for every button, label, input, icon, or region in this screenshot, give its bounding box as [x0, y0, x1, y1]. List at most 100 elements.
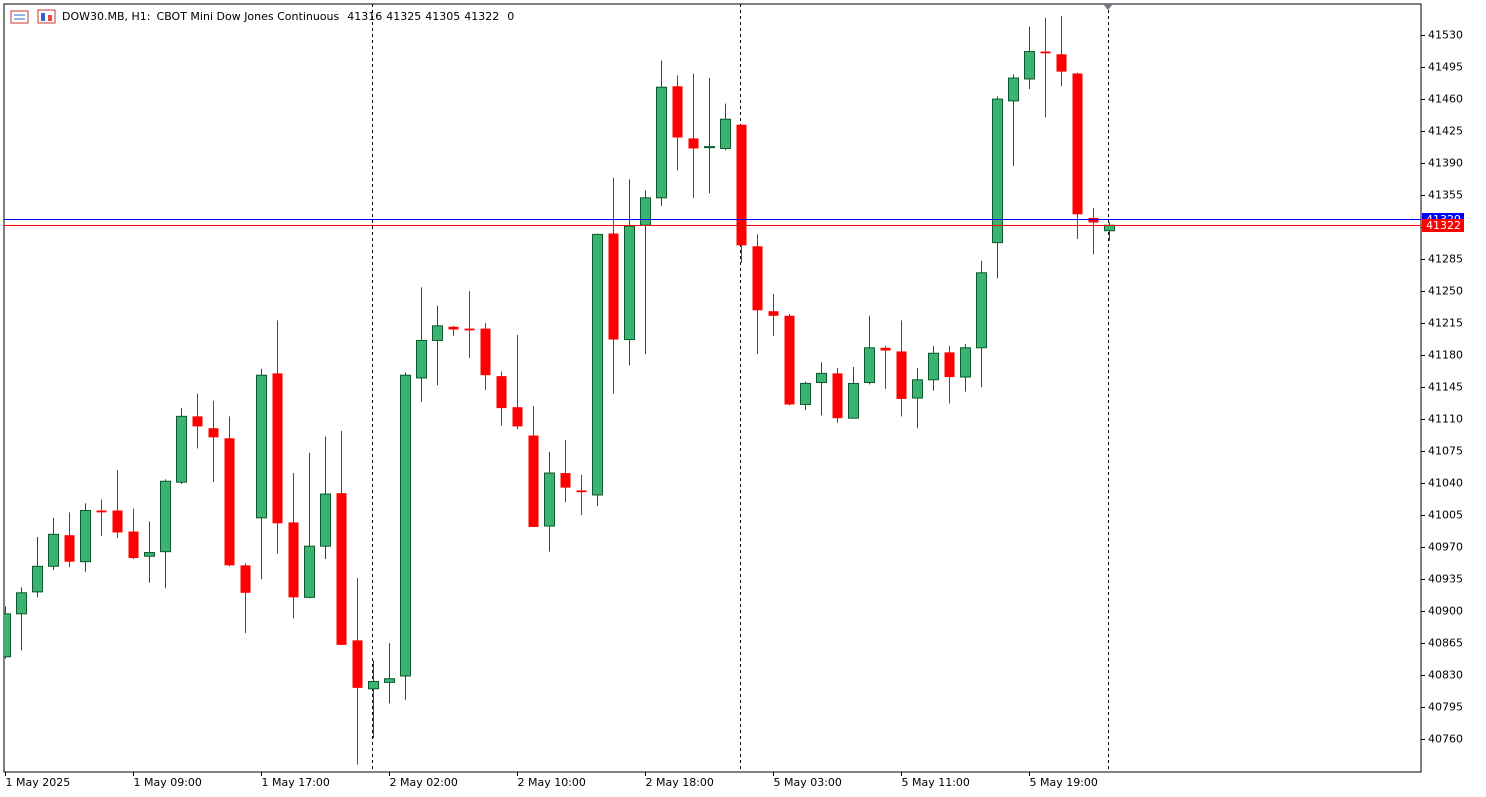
y-tick-label: 41145 — [1428, 381, 1463, 394]
chart-icon — [41, 13, 45, 21]
chart-icon — [37, 9, 56, 24]
y-tick-label: 40935 — [1428, 573, 1463, 586]
candle-body — [1056, 54, 1067, 72]
y-tick-label: 40760 — [1428, 733, 1463, 746]
menu-icon — [10, 10, 29, 24]
candle-body — [160, 480, 171, 553]
y-tick-label: 41110 — [1428, 413, 1463, 426]
candle-body — [432, 325, 443, 341]
candle-body — [848, 382, 859, 419]
y-tick-label: 40795 — [1428, 701, 1463, 714]
x-tick-label: 1 May 2025 — [6, 776, 71, 789]
candle-body — [16, 592, 27, 615]
y-tick-label: 40865 — [1428, 637, 1463, 650]
candle-body — [240, 565, 251, 593]
candle-body — [608, 233, 619, 340]
candle-body — [688, 138, 699, 149]
candle-body — [1024, 51, 1035, 80]
x-tick-label: 5 May 11:00 — [902, 776, 970, 789]
candle-body — [448, 326, 459, 330]
candle-body — [416, 339, 427, 379]
spread: 0 — [507, 10, 514, 23]
candle-body — [912, 379, 923, 399]
candle-body — [960, 347, 971, 378]
last-low: 41305 — [425, 10, 460, 23]
x-tick-label: 2 May 10:00 — [518, 776, 586, 789]
candle-body — [944, 352, 955, 378]
candle-body — [320, 493, 331, 547]
candle-body — [752, 246, 763, 311]
candle-body — [656, 86, 667, 199]
y-tick-label: 41495 — [1428, 61, 1463, 74]
candle-body — [544, 472, 555, 527]
candle-body — [1088, 217, 1099, 223]
candle-body — [704, 146, 715, 149]
price-label-box — [1422, 219, 1464, 232]
candle-body — [672, 86, 683, 138]
candle-body — [560, 473, 571, 488]
candle-body — [400, 374, 411, 677]
y-tick-label: 41215 — [1428, 317, 1463, 330]
candle-body — [800, 382, 811, 405]
candle-body — [832, 373, 843, 419]
symbol: DOW30.MB, H1: — [62, 10, 151, 23]
candle-body — [32, 565, 43, 593]
candle-body — [784, 315, 795, 405]
y-tick-label: 41005 — [1428, 509, 1463, 522]
candle-body — [48, 533, 59, 567]
y-tick-label: 41425 — [1428, 125, 1463, 138]
candle-body — [352, 640, 363, 688]
candle-body — [304, 545, 315, 598]
candle-body — [192, 416, 203, 427]
candle-body — [496, 376, 507, 409]
candle-body — [992, 98, 1003, 244]
x-tick-label: 2 May 18:00 — [646, 776, 714, 789]
candle-body — [176, 415, 187, 483]
chart-icon — [48, 15, 52, 21]
description: CBOT Mini Dow Jones Continuous — [157, 10, 340, 23]
candle-body — [256, 374, 267, 519]
candle-body — [576, 490, 587, 493]
x-tick-label: 5 May 19:00 — [1030, 776, 1098, 789]
candle-body — [720, 118, 731, 149]
candle-body — [272, 373, 283, 524]
candle-body — [736, 124, 747, 246]
candle-body — [1104, 224, 1115, 232]
candle-body — [864, 347, 875, 384]
y-tick-label: 41075 — [1428, 445, 1463, 458]
candle-body — [816, 372, 827, 384]
candle-body — [880, 347, 891, 351]
last-open: 41316 — [347, 10, 382, 23]
axes: 4153041495414604142541390413554132041285… — [5, 29, 1464, 789]
header-text: DOW30.MB, H1: CBOT Mini Dow Jones Continu… — [62, 10, 514, 23]
y-tick-label: 41355 — [1428, 189, 1463, 202]
y-tick-label: 41285 — [1428, 253, 1463, 266]
candle-body — [896, 351, 907, 399]
y-tick-label: 40900 — [1428, 605, 1463, 618]
candle-body — [592, 233, 603, 496]
y-tick-label: 41530 — [1428, 29, 1463, 42]
candle-body — [368, 680, 379, 690]
x-tick-label: 1 May 09:00 — [134, 776, 202, 789]
y-tick-label: 41040 — [1428, 477, 1463, 490]
x-tick-label: 5 May 03:00 — [774, 776, 842, 789]
candle-body — [624, 225, 635, 341]
x-tick-label: 2 May 02:00 — [390, 776, 458, 789]
candle-body — [144, 552, 155, 557]
candle-body — [288, 522, 299, 598]
candle-body — [80, 510, 91, 563]
header: DOW30.MB, H1: CBOT Mini Dow Jones Continu… — [10, 9, 514, 24]
candle-body — [480, 328, 491, 376]
candle-body — [640, 197, 651, 226]
candle-body — [512, 407, 523, 427]
y-tick-label: 41180 — [1428, 349, 1463, 362]
y-tick-label: 41460 — [1428, 93, 1463, 106]
candle-body — [1008, 77, 1019, 102]
candle-body — [64, 535, 75, 562]
shift-marker — [1103, 4, 1113, 10]
candle-body — [1040, 51, 1051, 54]
candle-body — [336, 493, 347, 645]
y-tick-label: 41390 — [1428, 157, 1463, 170]
candle-body — [208, 428, 219, 438]
